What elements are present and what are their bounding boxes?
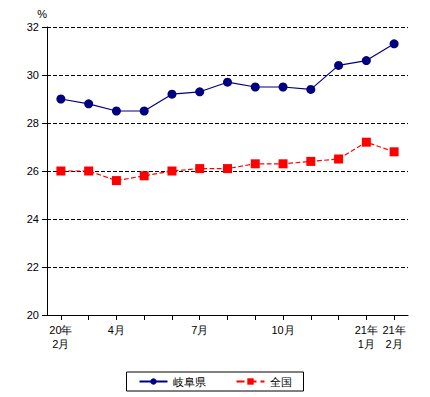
svg-text:26: 26 — [27, 165, 39, 177]
svg-text:28: 28 — [27, 117, 39, 129]
svg-text:全国: 全国 — [270, 376, 292, 388]
svg-text:10月: 10月 — [271, 324, 294, 336]
svg-text:7月: 7月 — [191, 324, 208, 336]
svg-text:2月: 2月 — [386, 338, 403, 350]
svg-text:21年: 21年 — [355, 324, 378, 336]
svg-text:24: 24 — [27, 213, 39, 225]
svg-text:4月: 4月 — [108, 324, 125, 336]
svg-text:岐阜県: 岐阜県 — [173, 376, 206, 388]
svg-text:32: 32 — [27, 21, 39, 33]
svg-text:20年: 20年 — [49, 324, 72, 336]
svg-text:22: 22 — [27, 261, 39, 273]
svg-text:%: % — [37, 8, 47, 20]
svg-text:1月: 1月 — [358, 338, 375, 350]
svg-text:2月: 2月 — [52, 338, 69, 350]
svg-text:20: 20 — [27, 309, 39, 321]
svg-text:30: 30 — [27, 69, 39, 81]
svg-text:21年: 21年 — [382, 324, 405, 336]
